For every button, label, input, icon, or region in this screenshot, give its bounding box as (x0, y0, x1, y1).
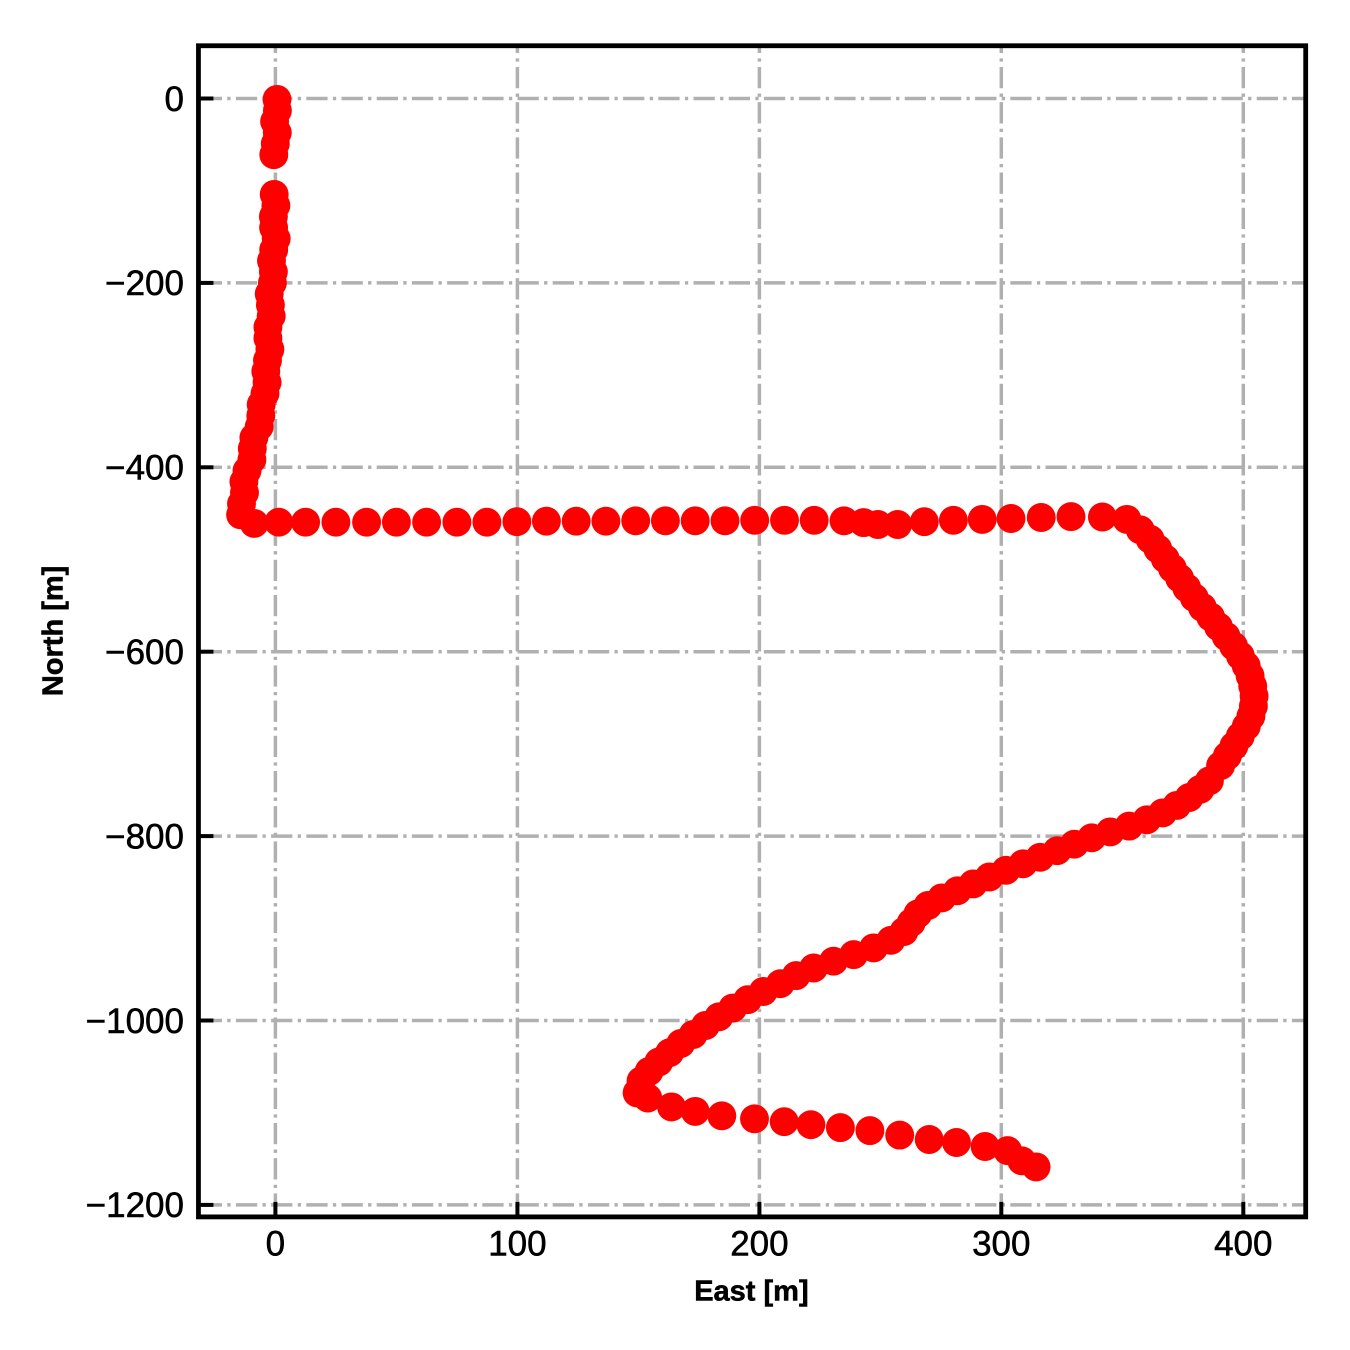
svg-text:0: 0 (165, 80, 184, 119)
svg-text:−800: −800 (105, 817, 184, 856)
svg-text:100: 100 (488, 1224, 546, 1263)
svg-text:East [m]: East [m] (694, 1276, 808, 1308)
svg-text:−200: −200 (105, 264, 184, 303)
svg-text:−1200: −1200 (86, 1186, 184, 1225)
svg-text:North [m]: North [m] (38, 566, 70, 696)
svg-text:200: 200 (730, 1224, 788, 1263)
svg-text:0: 0 (266, 1224, 285, 1263)
svg-text:300: 300 (972, 1224, 1030, 1263)
svg-text:−400: −400 (105, 449, 184, 488)
svg-text:−600: −600 (105, 633, 184, 672)
svg-text:−1000: −1000 (86, 1002, 184, 1041)
svg-text:400: 400 (1214, 1224, 1272, 1263)
